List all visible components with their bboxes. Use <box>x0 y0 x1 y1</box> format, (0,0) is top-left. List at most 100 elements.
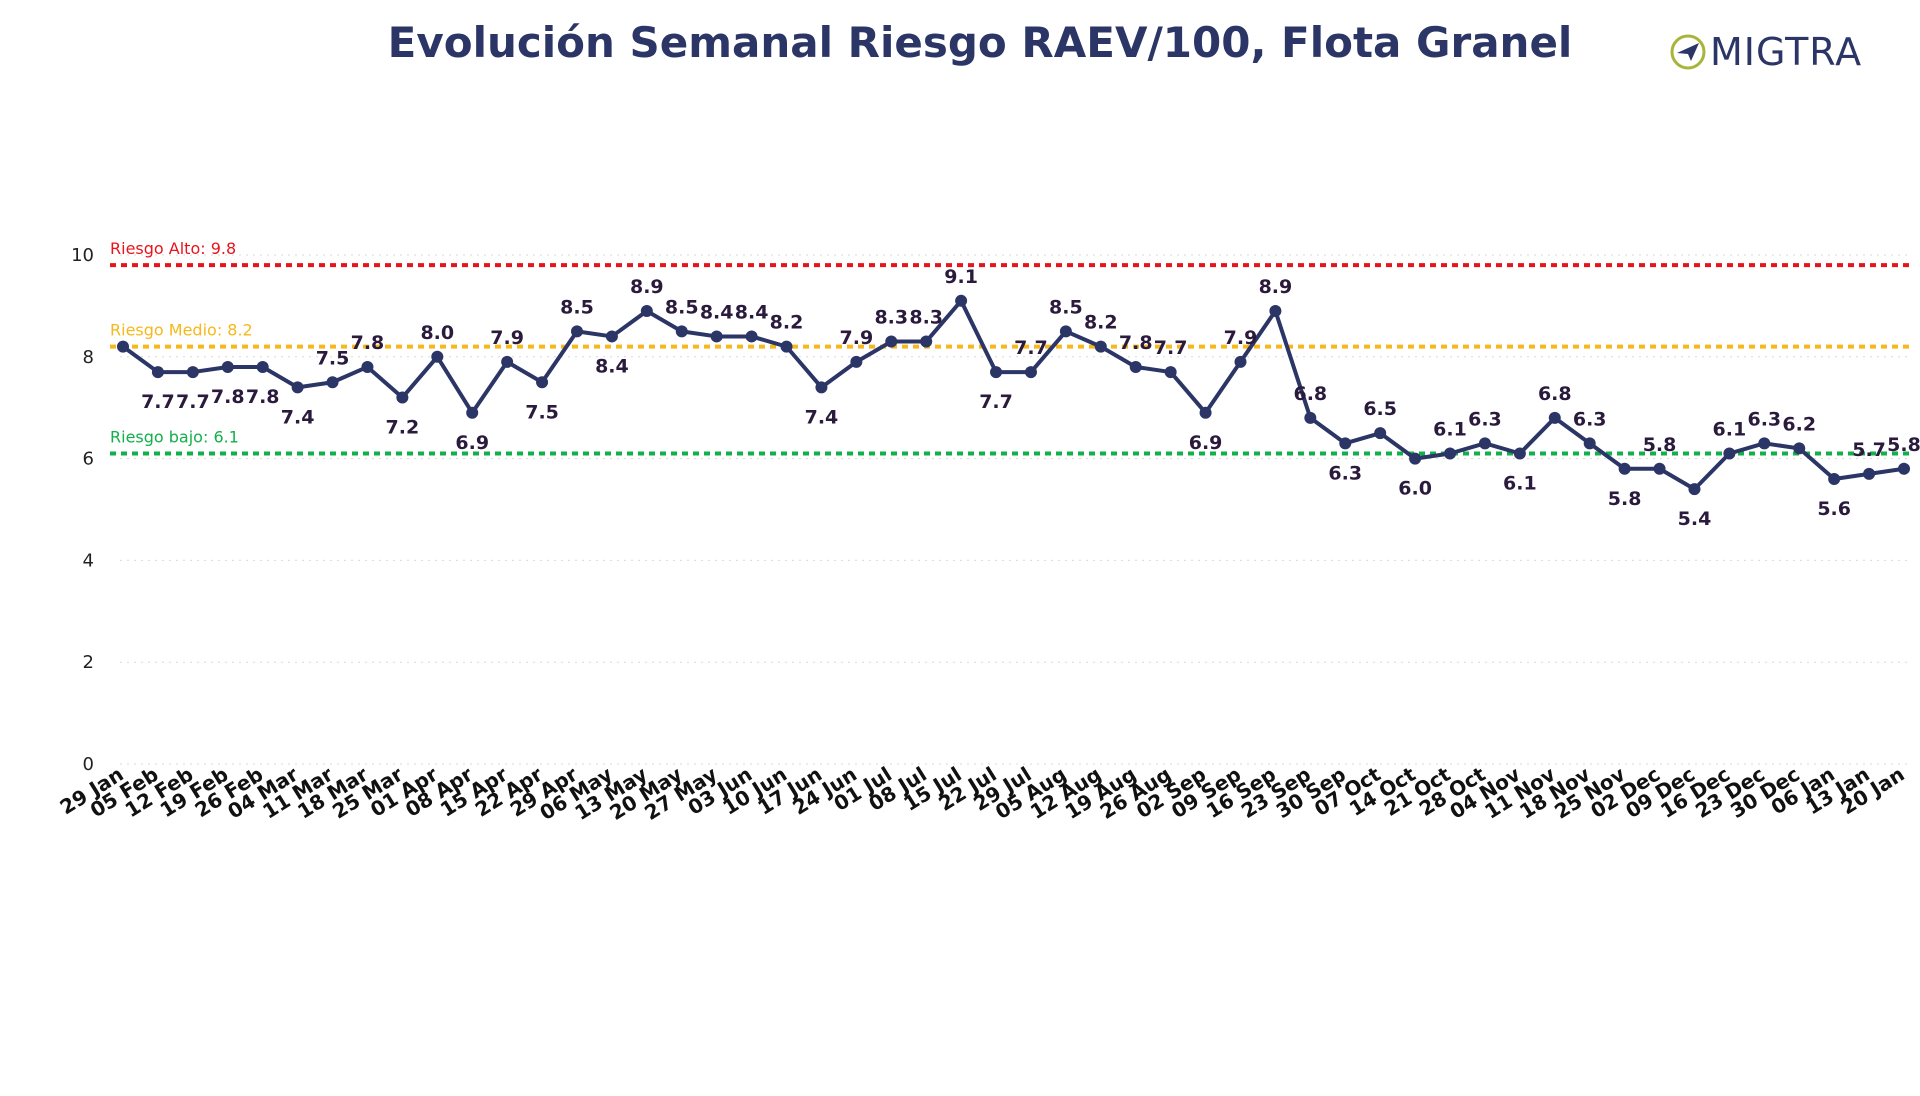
data-label: 9.1 <box>944 266 978 288</box>
data-point <box>780 340 793 353</box>
data-point <box>570 325 583 338</box>
data-point <box>1059 325 1072 338</box>
data-point <box>605 330 618 343</box>
data-label: 7.7 <box>1154 337 1188 359</box>
data-point <box>1199 406 1212 419</box>
data-point <box>361 360 374 373</box>
brand-logo: MIGTRA <box>1668 28 1900 78</box>
data-point <box>256 360 269 373</box>
data-label: 6.8 <box>1293 383 1327 405</box>
data-label: 6.1 <box>1713 419 1747 441</box>
reference-line-label: Riesgo bajo: 6.1 <box>110 428 239 447</box>
data-point <box>1024 366 1037 379</box>
data-label: 8.2 <box>770 312 804 334</box>
data-point <box>1129 360 1142 373</box>
data-label: 7.7 <box>1014 337 1048 359</box>
data-point <box>850 355 863 368</box>
data-point <box>1688 483 1701 496</box>
data-point <box>1234 355 1247 368</box>
data-point <box>1898 462 1910 475</box>
data-label: 6.1 <box>1503 473 1537 495</box>
data-label: 7.2 <box>386 417 420 439</box>
data-label: 7.7 <box>176 391 210 413</box>
data-point <box>1828 472 1841 485</box>
data-point <box>1444 447 1457 460</box>
data-label: 6.3 <box>1747 408 1781 430</box>
data-label: 6.8 <box>1538 383 1572 405</box>
data-label: 7.4 <box>281 406 315 428</box>
y-tick-label: 6 <box>83 449 94 470</box>
data-point <box>431 350 444 363</box>
logo-text: MIGTRA <box>1710 30 1863 74</box>
data-point <box>501 355 514 368</box>
data-point <box>536 376 549 389</box>
data-point <box>151 366 164 379</box>
data-point <box>1269 304 1282 317</box>
data-label: 8.4 <box>735 301 769 323</box>
data-label: 7.9 <box>490 327 524 349</box>
data-label: 6.3 <box>1573 408 1607 430</box>
y-tick-label: 2 <box>83 652 94 673</box>
data-label: 5.8 <box>1887 434 1920 456</box>
data-point <box>1653 462 1666 475</box>
data-label: 6.3 <box>1328 462 1362 484</box>
data-point <box>1339 437 1352 450</box>
data-point <box>326 376 339 389</box>
data-point <box>955 294 968 307</box>
data-label: 6.0 <box>1398 478 1432 500</box>
data-point <box>1374 427 1387 440</box>
data-label: 7.9 <box>840 327 874 349</box>
data-label: 8.5 <box>560 296 594 318</box>
data-point <box>396 391 409 404</box>
data-label: 5.7 <box>1852 439 1886 461</box>
data-label: 6.2 <box>1782 413 1816 435</box>
y-tick-label: 0 <box>83 754 94 775</box>
data-point <box>745 330 758 343</box>
data-label: 6.9 <box>455 432 489 454</box>
data-point <box>1618 462 1631 475</box>
data-label: 8.5 <box>1049 296 1083 318</box>
data-label: 7.7 <box>979 391 1013 413</box>
data-point <box>291 381 304 394</box>
data-point <box>1513 447 1526 460</box>
data-point <box>885 335 898 348</box>
y-tick-label: 10 <box>71 245 94 266</box>
data-point <box>920 335 933 348</box>
data-point <box>675 325 688 338</box>
data-point <box>815 381 828 394</box>
data-point <box>186 366 199 379</box>
data-label: 7.5 <box>525 401 559 423</box>
reference-line-label: Riesgo Alto: 9.8 <box>110 239 236 258</box>
data-point <box>1793 442 1806 455</box>
data-point <box>640 304 653 317</box>
data-label: 8.3 <box>874 307 908 329</box>
data-label: 8.9 <box>630 276 664 298</box>
y-tick-label: 4 <box>83 550 94 571</box>
data-label: 6.5 <box>1363 398 1397 420</box>
data-point <box>1863 467 1876 480</box>
data-point <box>1304 411 1317 424</box>
chart-title: Evolución Semanal Riesgo RAEV/100, Flota… <box>387 18 1573 67</box>
data-point <box>117 340 129 353</box>
data-point <box>1094 340 1107 353</box>
data-point <box>1409 452 1422 465</box>
data-label: 6.9 <box>1189 432 1223 454</box>
data-point <box>1478 437 1491 450</box>
data-label: 7.8 <box>351 332 385 354</box>
data-label: 7.4 <box>805 406 839 428</box>
data-label: 7.9 <box>1224 327 1258 349</box>
data-label: 7.8 <box>246 386 280 408</box>
data-label: 7.5 <box>316 347 350 369</box>
data-point <box>710 330 723 343</box>
series-line <box>121 298 1905 492</box>
data-label: 7.8 <box>1119 332 1153 354</box>
data-label: 8.3 <box>909 307 943 329</box>
data-label: 8.2 <box>1084 312 1118 334</box>
data-label: 7.7 <box>141 391 175 413</box>
data-label: 7.8 <box>211 386 245 408</box>
data-label: 5.8 <box>1608 488 1642 510</box>
reference-line-label: Riesgo Medio: 8.2 <box>110 321 253 340</box>
data-label: 8.5 <box>665 296 699 318</box>
data-label: 8.4 <box>595 355 629 377</box>
data-point <box>1548 411 1561 424</box>
